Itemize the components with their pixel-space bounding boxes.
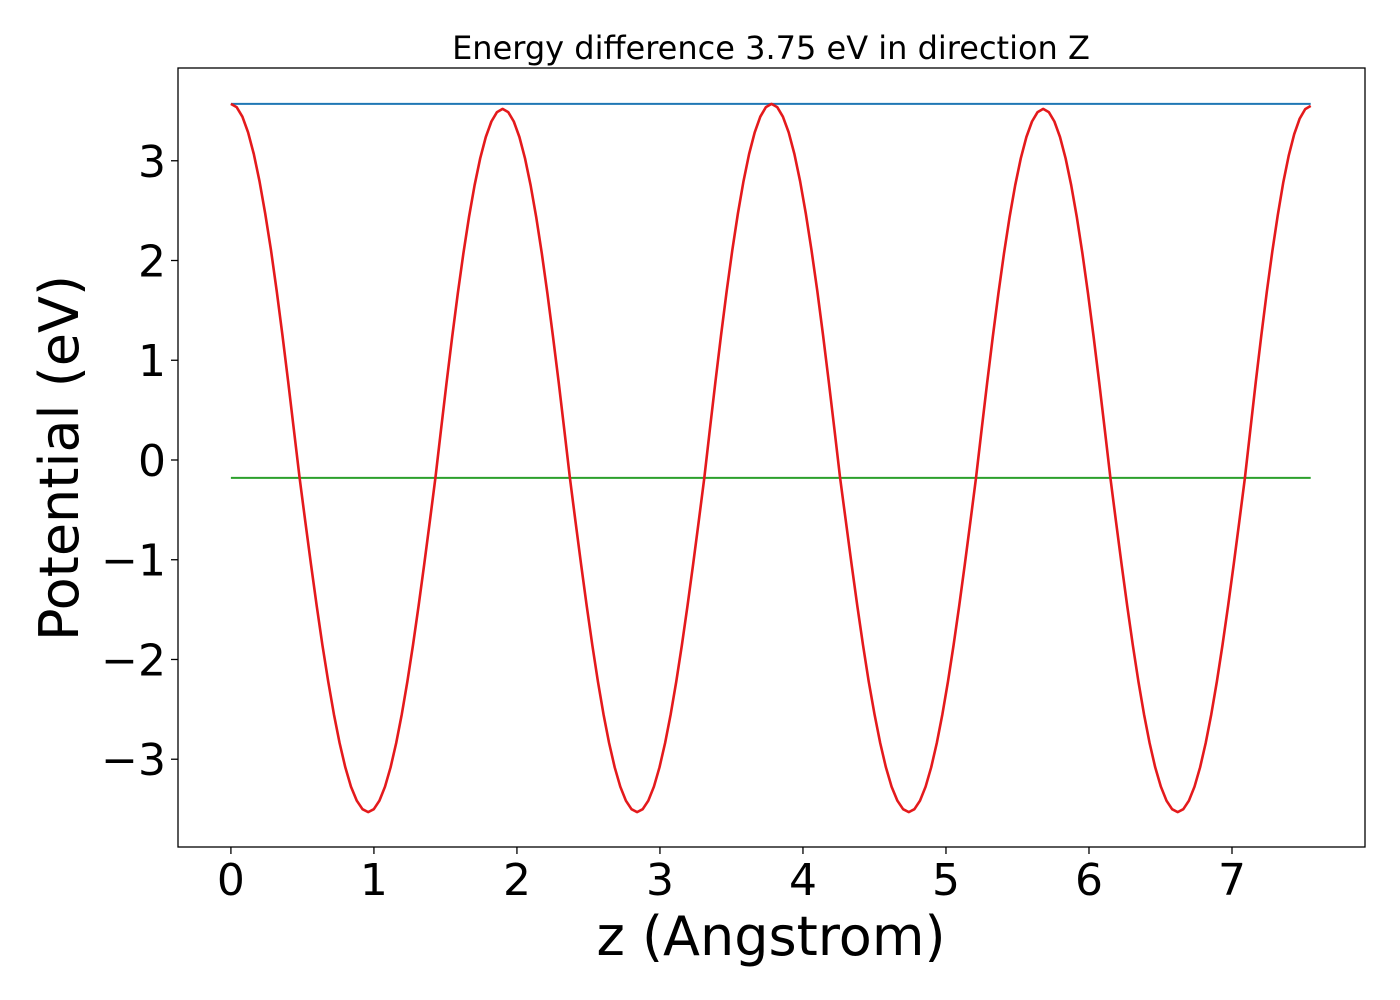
y-tick-label: 1 [138,336,166,387]
y-tick-label: 2 [138,237,166,288]
x-tick-label: 5 [932,855,960,906]
x-tick-label: 4 [789,855,817,906]
x-tick-label: 0 [217,855,245,906]
y-tick-label: −3 [101,735,166,786]
y-tick-label: −2 [101,635,166,686]
series-line-3 [230,102,1312,814]
y-tick-label: 3 [138,137,166,188]
y-axis-label: Potential (eV) [28,275,91,641]
ticks-layer: 0 1 2 3 4 5 6 7 −3 −2 −1 0 1 2 3 [101,137,1246,906]
y-tick-label: 0 [138,436,166,487]
plot-frame [177,67,1366,848]
x-tick-label: 6 [1075,855,1103,906]
x-tick-label: 7 [1218,855,1246,906]
chart-title: Energy difference 3.75 eV in direction Z [452,29,1090,67]
plot-layer [230,102,1312,814]
x-tick-label: 1 [360,855,388,906]
y-tick-label: −1 [101,536,166,587]
x-tick-label: 3 [646,855,674,906]
x-tick-label: 2 [503,855,531,906]
x-axis-label: z (Angstrom) [596,905,945,968]
